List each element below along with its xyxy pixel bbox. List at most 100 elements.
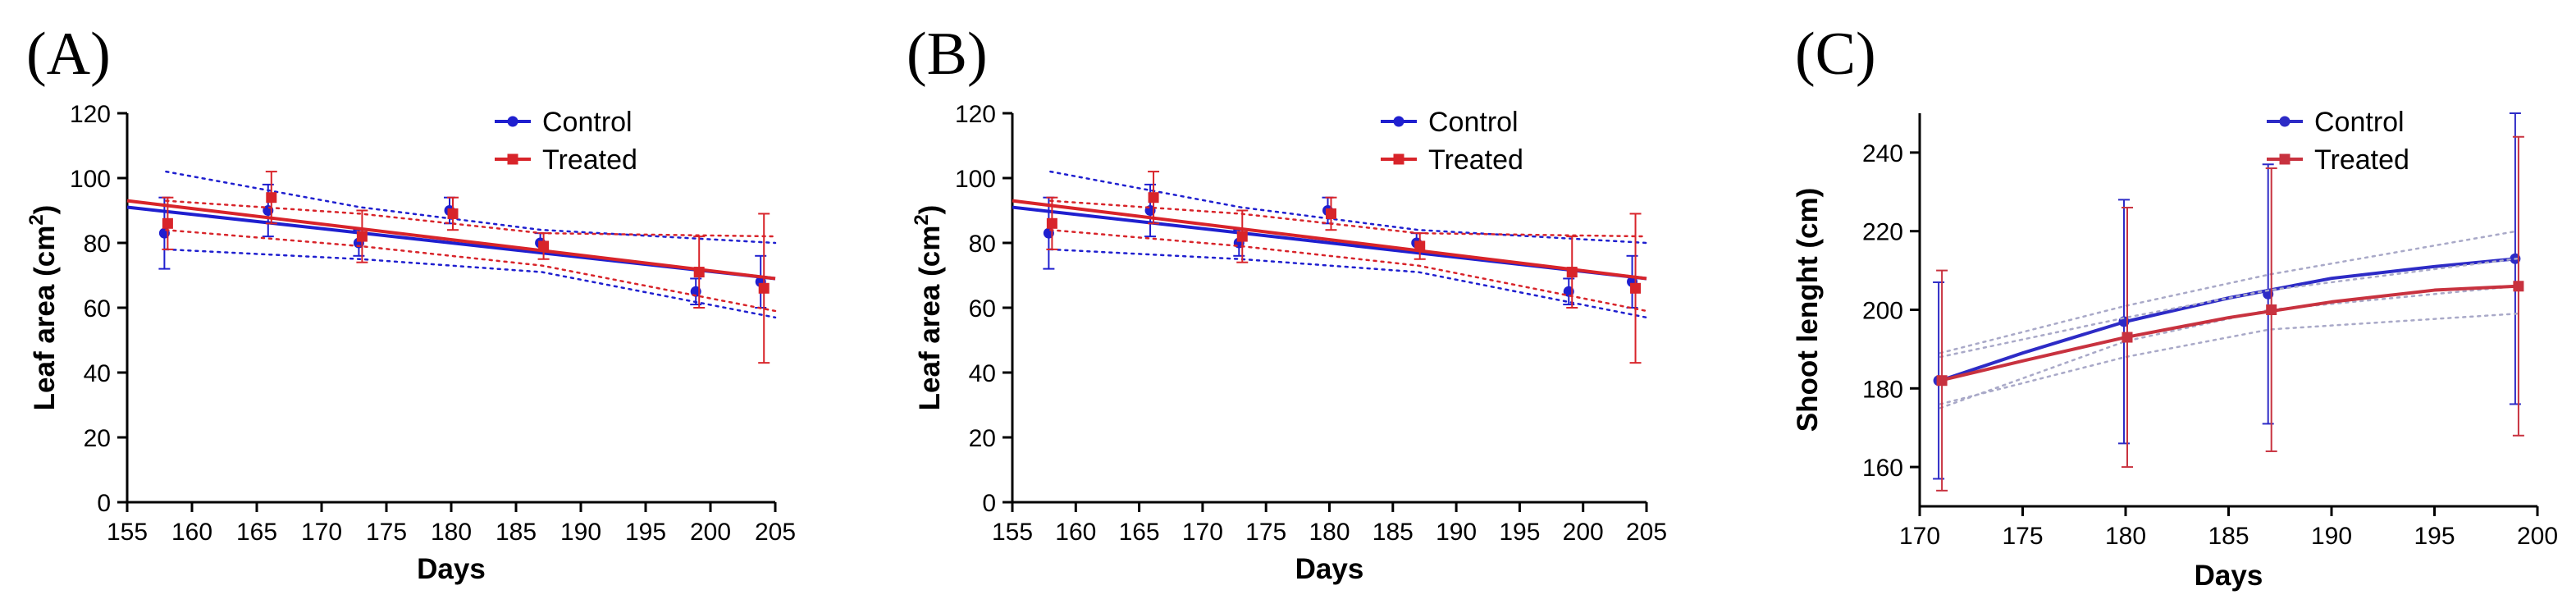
- legend-marker: [507, 116, 518, 127]
- x-tick-label: 190: [2311, 523, 2352, 550]
- y-tick-label: 20: [969, 425, 996, 452]
- data-point: [1148, 192, 1159, 204]
- y-axis-label-unit: (cm: [29, 226, 61, 277]
- y-tick-label: 180: [1862, 376, 1903, 403]
- legend-label: Treated: [2314, 144, 2409, 176]
- y-axis-label-unit: (cm: [914, 226, 946, 277]
- x-tick-label: 185: [496, 519, 537, 546]
- legend-marker: [2279, 153, 2291, 165]
- y-tick-label: 100: [70, 166, 111, 193]
- x-tick-label: 185: [2208, 523, 2249, 550]
- x-tick-label: 200: [2517, 523, 2558, 550]
- series-control: [126, 170, 777, 319]
- confidence-band-lower: [165, 248, 777, 319]
- series-treated: [1936, 135, 2524, 492]
- legend-marker: [1393, 153, 1404, 165]
- data-point: [266, 192, 277, 204]
- x-tick-label: 195: [2414, 523, 2455, 550]
- y-tick-label: 80: [969, 231, 996, 258]
- confidence-band-lower: [1049, 228, 1648, 313]
- y-axis-label: Shoot lenght (cm): [1792, 188, 1824, 432]
- y-axis-label: Leaf area (cm2): [25, 205, 61, 411]
- y-tick-label: 200: [1862, 298, 1903, 325]
- legend-entry-control: Control: [1381, 107, 1519, 138]
- legend-marker: [507, 153, 518, 165]
- data-point: [2513, 281, 2524, 292]
- legend-label: Treated: [1428, 144, 1523, 176]
- y-tick-label: 40: [969, 360, 996, 387]
- x-tick-label: 200: [1563, 519, 1604, 546]
- chart-panel-3: (C) 170 175 180 185 190 195 200 160 180 200 220 240 D…: [1792, 21, 2558, 592]
- data-point: [1236, 231, 1248, 242]
- data-point: [1326, 208, 1336, 219]
- x-axis-label: Days: [1295, 553, 1364, 585]
- data-point: [693, 267, 705, 278]
- x-tick-label: 180: [431, 519, 472, 546]
- y-axis-label: Leaf area (cm2): [911, 205, 946, 411]
- y-axis-label-name: Leaf area: [29, 277, 61, 410]
- x-tick-label: 200: [690, 519, 731, 546]
- y-axis-label-close: ): [914, 205, 946, 215]
- confidence-band-upper: [1049, 199, 1648, 238]
- y-tick-label: 40: [84, 360, 111, 387]
- x-tick-label: 195: [625, 519, 666, 546]
- y-tick-label: 100: [955, 166, 996, 193]
- legend-entry-treated: Treated: [1381, 144, 1523, 176]
- x-tick-label: 190: [560, 519, 601, 546]
- y-tick-label: 240: [1862, 140, 1903, 167]
- x-tick-label: 160: [171, 519, 212, 546]
- x-tick-label: 205: [1626, 519, 1667, 546]
- y-tick-label: 120: [70, 101, 111, 128]
- x-tick-label: 185: [1372, 519, 1414, 546]
- data-point: [1936, 375, 1948, 387]
- data-point: [356, 231, 368, 242]
- confidence-band-upper: [165, 199, 777, 238]
- x-tick-label: 190: [1436, 519, 1477, 546]
- confidence-band-lower: [1939, 285, 2519, 409]
- x-axis-label: Days: [417, 553, 486, 585]
- panel-label: (A): [26, 21, 111, 88]
- y-tick-label: 20: [84, 425, 111, 452]
- series-control: [1933, 112, 2521, 480]
- legend-marker: [1393, 116, 1404, 127]
- data-point: [2122, 332, 2133, 343]
- fit-line: [126, 199, 776, 281]
- x-tick-label: 180: [2105, 523, 2146, 550]
- chart-panel-2: (B) 155 160 165 170 175 180 185 190 195 200 205 0 20 4…: [907, 21, 1667, 585]
- legend-entry-treated: Treated: [495, 144, 637, 176]
- data-point: [162, 217, 173, 229]
- data-point: [1414, 240, 1426, 252]
- x-tick-label: 180: [1309, 519, 1350, 546]
- data-point: [2266, 304, 2277, 315]
- legend-entry-treated: Treated: [2267, 144, 2409, 176]
- data-point: [1630, 282, 1642, 294]
- y-tick-label: 80: [84, 231, 111, 258]
- legend-label: Control: [542, 107, 633, 138]
- y-axis-label-superscript: 2: [911, 214, 933, 225]
- x-tick-label: 165: [1119, 519, 1160, 546]
- confidence-band-lower: [1939, 313, 2519, 405]
- y-tick-label: 60: [84, 295, 111, 323]
- y-axis-label-name: Leaf area: [914, 277, 946, 410]
- fit-curve: [1939, 284, 2517, 382]
- data-point: [447, 208, 459, 219]
- data-point: [1046, 217, 1057, 229]
- legend-label: Treated: [542, 144, 637, 176]
- x-tick-label: 155: [992, 519, 1033, 546]
- series-control: [1012, 170, 1648, 319]
- x-tick-label: 175: [1245, 519, 1286, 546]
- panel-label: (C): [1795, 21, 1876, 88]
- y-tick-label: 160: [1862, 455, 1903, 482]
- y-tick-label: 120: [955, 101, 996, 128]
- x-tick-label: 205: [755, 519, 796, 546]
- legend-label: Control: [1428, 107, 1519, 138]
- x-tick-label: 170: [1182, 519, 1223, 546]
- fit-curve: [1939, 257, 2518, 382]
- panel-label: (B): [907, 21, 988, 88]
- data-point: [1566, 267, 1578, 278]
- chart-panel-1: (A) 155 160 165 170 175 180 185 190 195 200 205 0 20 4…: [25, 21, 796, 585]
- data-point: [758, 282, 770, 294]
- y-tick-label: 0: [97, 490, 111, 517]
- confidence-band-lower: [165, 228, 777, 313]
- confidence-band-upper: [1939, 257, 2519, 359]
